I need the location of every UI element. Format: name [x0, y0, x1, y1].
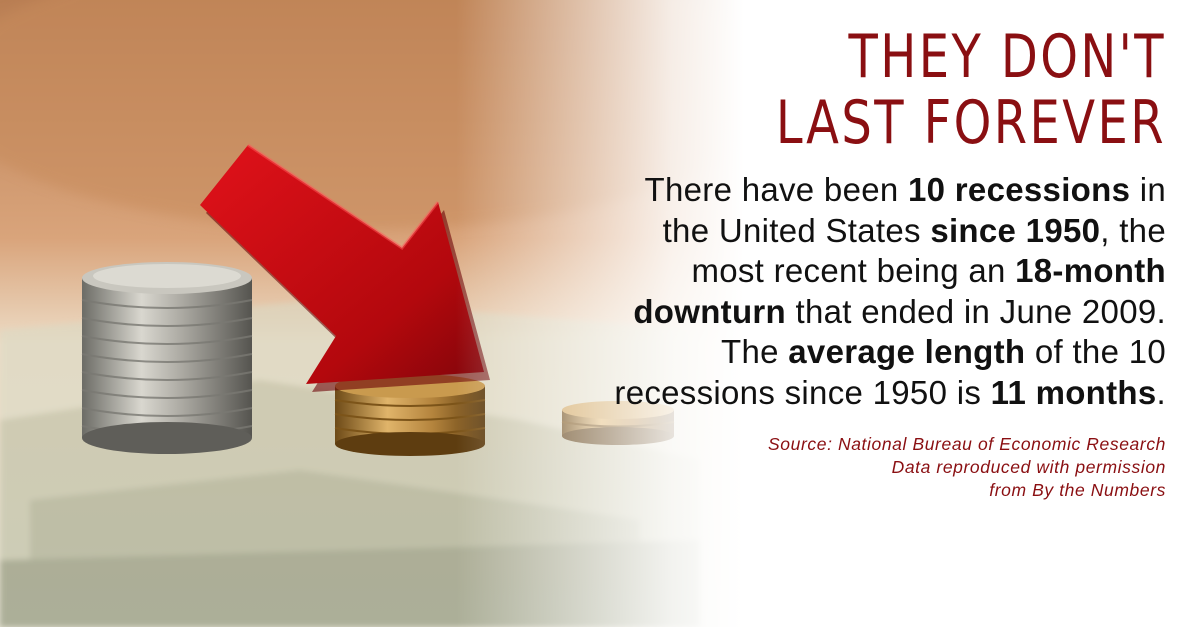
source-line-1: Source: National Bureau of Economic Rese…	[768, 434, 1166, 454]
body-text: of the 10 recessions since 1950 is	[614, 333, 1166, 411]
headline-line-1: THEY DON'T	[848, 22, 1166, 92]
body-emphasis: average length	[788, 333, 1026, 370]
source-line-3: from By the Numbers	[989, 480, 1166, 500]
body-emphasis: 10 recessions	[908, 171, 1131, 208]
body-paragraph: There have been 10 recessions in the Uni…	[606, 170, 1166, 413]
headline: THEY DON'T LAST FOREVER	[718, 24, 1166, 156]
source-note: Source: National Bureau of Economic Rese…	[606, 433, 1166, 502]
body-text: There have been	[644, 171, 909, 208]
headline-line-2: LAST FOREVER	[775, 88, 1166, 158]
body-emphasis: 11 months	[990, 373, 1157, 411]
body-emphasis: since 1950	[930, 211, 1101, 249]
body-emphasis: 18-month downturn	[633, 252, 1166, 330]
body-text: .	[1156, 373, 1166, 411]
source-line-2: Data reproduced with permission	[891, 457, 1166, 477]
body-text: that ended in June 2009. The	[721, 292, 1166, 371]
text-panel: THEY DON'T LAST FOREVER There have been …	[606, 24, 1166, 502]
body-text: in the United States	[662, 171, 1166, 249]
body-text: , the most recent being an	[691, 211, 1166, 290]
